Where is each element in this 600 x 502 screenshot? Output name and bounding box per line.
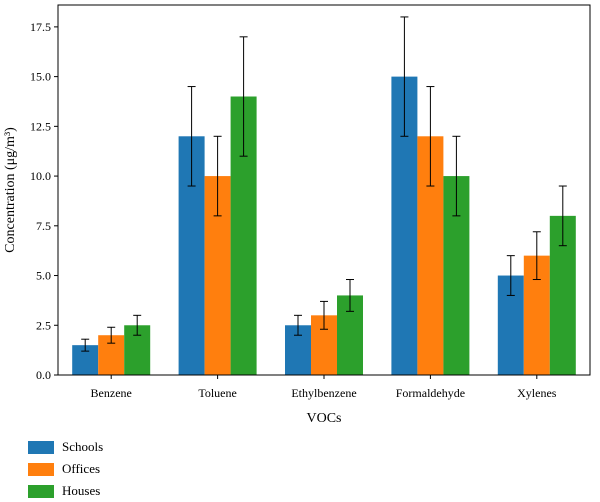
legend-swatch [28,440,54,454]
legend-label: Houses [62,483,101,498]
error-bar-schools-ethylbenzene [294,314,302,336]
x-tick-toluene: Toluene [198,375,237,400]
y-axis-title: Concentration (μg/m³) [3,127,18,253]
error-bar-schools-xylenes [506,255,515,296]
y-tick: 0.0 [36,368,58,382]
y-tick-label: 5.0 [36,269,51,283]
x-axis-ticks: Benzene Toluene Ethylbenzene Formaldehyde Xy… [91,375,557,400]
y-tick-label: 0.0 [36,368,51,382]
y-tick: 7.5 [36,219,58,233]
x-tick-label: Ethylbenzene [291,386,356,400]
legend-swatch [28,462,54,476]
y-tick-label: 15.0 [30,70,51,84]
x-tick-benzene: Benzene [91,375,132,400]
y-tick: 17.5 [30,20,58,34]
x-tick-label: Benzene [91,386,132,400]
y-axis-ticks: 0.0 2.5 5.0 7.5 10.0 12.5 15.0 17.5 [30,20,58,382]
y-tick-label: 2.5 [36,318,51,332]
x-tick-label: Toluene [198,386,236,400]
x-axis-title: VOCs [306,411,341,426]
error-bar-houses-xylenes [558,185,567,247]
error-bar-schools-formaldehyde [400,16,409,137]
error-bar-schools-benzene [81,338,90,352]
y-tick: 5.0 [36,269,58,283]
y-tick: 10.0 [30,169,58,183]
legend-label: Schools [62,439,104,454]
x-tick-xylenes: Xylenes [517,375,557,400]
error-bar-houses-benzene [133,314,142,336]
error-bar-schools-toluene [187,86,196,187]
error-bar-offices-xylenes [532,231,541,281]
y-tick: 15.0 [30,70,58,84]
x-tick-formaldehyde: Formaldehyde [396,375,465,400]
legend: Schools Offices Houses [28,436,103,502]
y-tick: 12.5 [30,119,58,133]
legend-item-houses: Houses [28,480,103,502]
x-tick-ethylbenzene: Ethylbenzene [291,375,357,400]
error-bar-houses-formaldehyde [452,135,461,217]
error-bar-offices-ethylbenzene [320,300,328,330]
y-tick-label: 17.5 [30,20,51,34]
error-bar-houses-toluene [239,36,248,157]
x-tick-label: Formaldehyde [396,386,465,400]
legend-swatch [28,484,54,498]
legend-item-schools: Schools [28,436,103,458]
bars-layer [72,76,576,376]
error-bar-offices-benzene [107,326,116,344]
y-tick-label: 12.5 [30,119,51,133]
error-bar-houses-ethylbenzene [346,279,354,312]
x-tick-label: Xylenes [517,386,557,400]
y-tick-label: 10.0 [30,169,51,183]
error-bar-offices-formaldehyde [426,86,435,187]
error-bar-offices-toluene [213,135,222,217]
plot-frame [57,4,591,376]
y-tick-label: 7.5 [36,219,51,233]
y-tick: 2.5 [36,318,58,332]
legend-item-offices: Offices [28,458,103,480]
error-bars-layer [81,16,567,352]
legend-label: Offices [62,461,101,476]
